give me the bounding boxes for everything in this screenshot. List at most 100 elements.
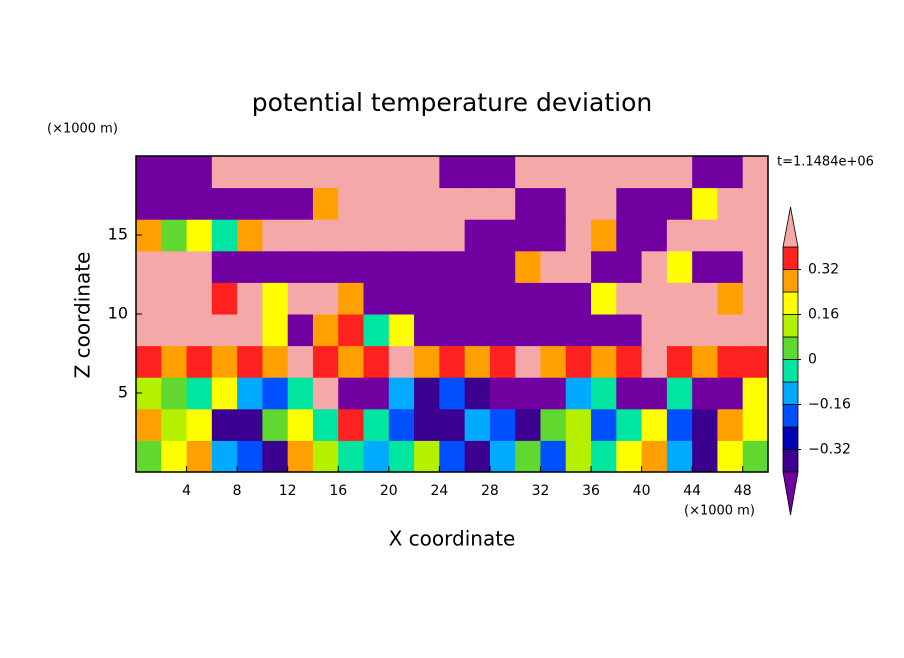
field-cell — [692, 156, 718, 189]
field-cell — [338, 187, 365, 220]
colorbar-tick-label: 0 — [808, 352, 817, 368]
field-cell — [161, 345, 188, 378]
field-cell — [515, 156, 541, 189]
field-cell — [616, 408, 643, 441]
field-cell — [136, 187, 162, 220]
field-cell — [237, 282, 263, 315]
field-cell — [414, 314, 440, 347]
field-cell — [742, 408, 769, 441]
field-cell — [338, 250, 365, 283]
field-cell — [591, 250, 617, 283]
field-cell — [742, 187, 769, 220]
colorbar-tick-label: −0.16 — [808, 397, 851, 413]
field-cell — [262, 345, 289, 378]
field-cell — [237, 250, 263, 283]
colorbar-box — [782, 314, 799, 338]
field-cell — [186, 156, 213, 189]
field-cell — [439, 440, 466, 473]
x-tick-label: 36 — [582, 483, 600, 499]
field-cell — [641, 156, 668, 189]
field-cell — [464, 377, 491, 410]
field-cell — [616, 282, 643, 315]
field-cell — [136, 440, 162, 473]
field-cell — [540, 408, 567, 441]
field-cell — [136, 282, 162, 315]
field-cell — [641, 187, 668, 220]
field-cell — [565, 440, 592, 473]
field-cell — [692, 219, 718, 252]
field-cell — [742, 345, 769, 378]
field-cell — [515, 440, 541, 473]
field-cell — [388, 377, 415, 410]
y-tick-label: 5 — [118, 383, 128, 402]
field-cell — [439, 314, 466, 347]
field-cell — [414, 377, 440, 410]
x-axis-label: X coordinate — [389, 527, 516, 551]
field-cell — [591, 408, 617, 441]
field-cell — [211, 408, 238, 441]
field-cell — [591, 187, 617, 220]
field-cell — [515, 377, 541, 410]
field-cell — [641, 282, 668, 315]
field-cell — [287, 156, 314, 189]
field-cell — [692, 408, 718, 441]
colorbar-box — [782, 269, 799, 293]
field-cell — [641, 250, 668, 283]
field-cell — [262, 156, 289, 189]
field-cell — [211, 219, 238, 252]
field-cell — [565, 219, 592, 252]
field-cell — [312, 282, 339, 315]
field-cell — [439, 345, 466, 378]
field-cell — [742, 250, 769, 283]
field-cell — [237, 219, 263, 252]
field-cell — [616, 187, 643, 220]
field-cell — [363, 408, 390, 441]
field-cell — [338, 440, 365, 473]
field-cell — [666, 156, 693, 189]
field-cell — [616, 314, 643, 347]
field-cell — [211, 187, 238, 220]
field-cell — [262, 187, 289, 220]
x-unit: (×1000 m) — [684, 504, 755, 519]
field-cell — [211, 282, 238, 315]
field-cell — [161, 187, 188, 220]
field-cell — [591, 156, 617, 189]
field-cell — [666, 314, 693, 347]
x-tick-label: 12 — [279, 483, 297, 499]
field-cell — [237, 187, 263, 220]
field-cell — [287, 314, 314, 347]
field-cell — [136, 408, 162, 441]
field-cell — [414, 408, 440, 441]
field-cell — [161, 440, 188, 473]
field-cell — [388, 187, 415, 220]
field-cell — [666, 440, 693, 473]
field-cell — [641, 408, 668, 441]
field-cell — [287, 250, 314, 283]
field-cell — [136, 250, 162, 283]
field-cell — [338, 282, 365, 315]
time-annotation: t=1.1484e+06 — [777, 155, 874, 170]
field-cell — [717, 187, 744, 220]
field-cell — [312, 440, 339, 473]
colorbar-box — [782, 404, 799, 428]
field-cell — [363, 345, 390, 378]
field-cell — [742, 314, 769, 347]
field-cell — [338, 377, 365, 410]
field-cell — [565, 156, 592, 189]
field-cell — [363, 377, 390, 410]
field-cell — [540, 156, 567, 189]
field-cell — [388, 314, 415, 347]
field-cell — [312, 314, 339, 347]
field-cell — [287, 219, 314, 252]
field-cell — [312, 377, 339, 410]
field-cell — [186, 408, 213, 441]
field-cell — [565, 377, 592, 410]
field-cell — [287, 345, 314, 378]
x-tick-label: 20 — [380, 483, 398, 499]
field-cell — [464, 440, 491, 473]
field-cell — [489, 377, 516, 410]
field-cell — [262, 219, 289, 252]
field-cell — [388, 250, 415, 283]
field-cell — [312, 187, 339, 220]
